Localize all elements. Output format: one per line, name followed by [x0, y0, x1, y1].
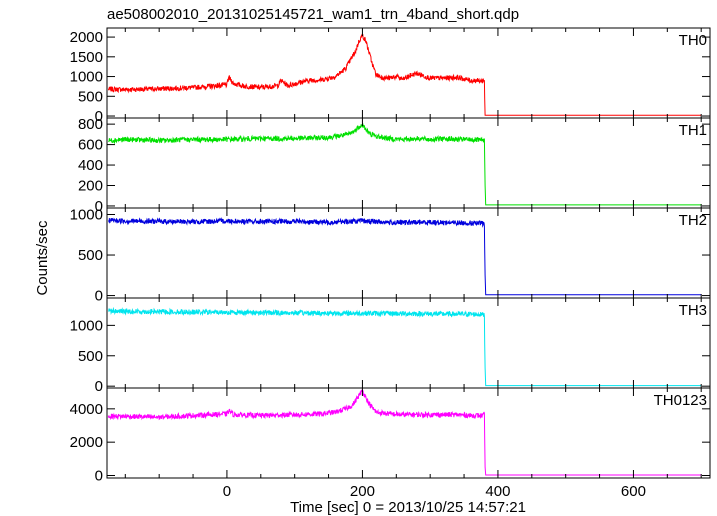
series-line-th3: [108, 306, 702, 387]
panel-th0123: 0 2000 4000 0 200 400 600 TH0123: [70, 387, 711, 500]
y-tick-label: 200: [78, 178, 103, 195]
y-tick-label: 2000: [70, 29, 103, 46]
x-tick-label: 200: [350, 483, 375, 500]
y-tick-label: 0: [95, 468, 103, 485]
series-line-th0123: [107, 389, 702, 476]
series-line-th2: [108, 217, 702, 296]
panel-th1: 0 200 400 600 800 TH1: [78, 116, 711, 215]
x-tick-label: 0: [223, 483, 231, 500]
panel-frame-th0123: [106, 387, 711, 479]
y-tick-label: 1000: [70, 206, 103, 223]
y-tick-label: 4000: [70, 401, 103, 418]
y-tick-label: 2000: [70, 434, 103, 451]
panel-frame-th1: [106, 117, 711, 209]
y-tick-label: 500: [78, 247, 103, 264]
series-line-th1: [108, 123, 702, 206]
y-tick-label: 500: [78, 348, 103, 365]
y-tick-label: 1000: [70, 317, 103, 334]
panel-th0: 0 500 1000 1500 2000 TH0: [70, 27, 711, 125]
y-tick-label: 0: [95, 288, 103, 305]
y-tick-label: 1000: [70, 69, 103, 86]
y-tick-label: 600: [78, 137, 103, 154]
y-tick-label: 800: [78, 116, 103, 133]
panel-th2: 0 500 1000 TH2: [70, 206, 711, 305]
panel-th3: 0 500 1000 TH3: [70, 297, 711, 395]
series-line-th0: [107, 33, 702, 116]
series-label-th0: TH0: [679, 32, 707, 49]
y-tick-label: 0: [95, 108, 103, 125]
series-label-th1: TH1: [679, 122, 707, 139]
y-tick-label: 400: [78, 157, 103, 174]
y-axis-label: Counts/sec: [34, 220, 51, 296]
series-label-th3: TH3: [679, 302, 707, 319]
series-label-th2: TH2: [679, 212, 707, 229]
chart-title: ae508002010_20131025145721_wam1_trn_4ban…: [107, 6, 519, 23]
x-tick-label: 400: [485, 483, 510, 500]
y-tick-label: 0: [95, 378, 103, 395]
panel-frame-th0: [106, 27, 711, 119]
y-tick-label: 1500: [70, 49, 103, 66]
series-label-th0123: TH0123: [654, 392, 707, 409]
x-tick-label: 600: [621, 483, 646, 500]
y-tick-label: 500: [78, 88, 103, 105]
y-tick-label: 0: [95, 198, 103, 215]
x-axis-label: Time [sec] 0 = 2013/10/25 14:57:21: [290, 499, 526, 516]
